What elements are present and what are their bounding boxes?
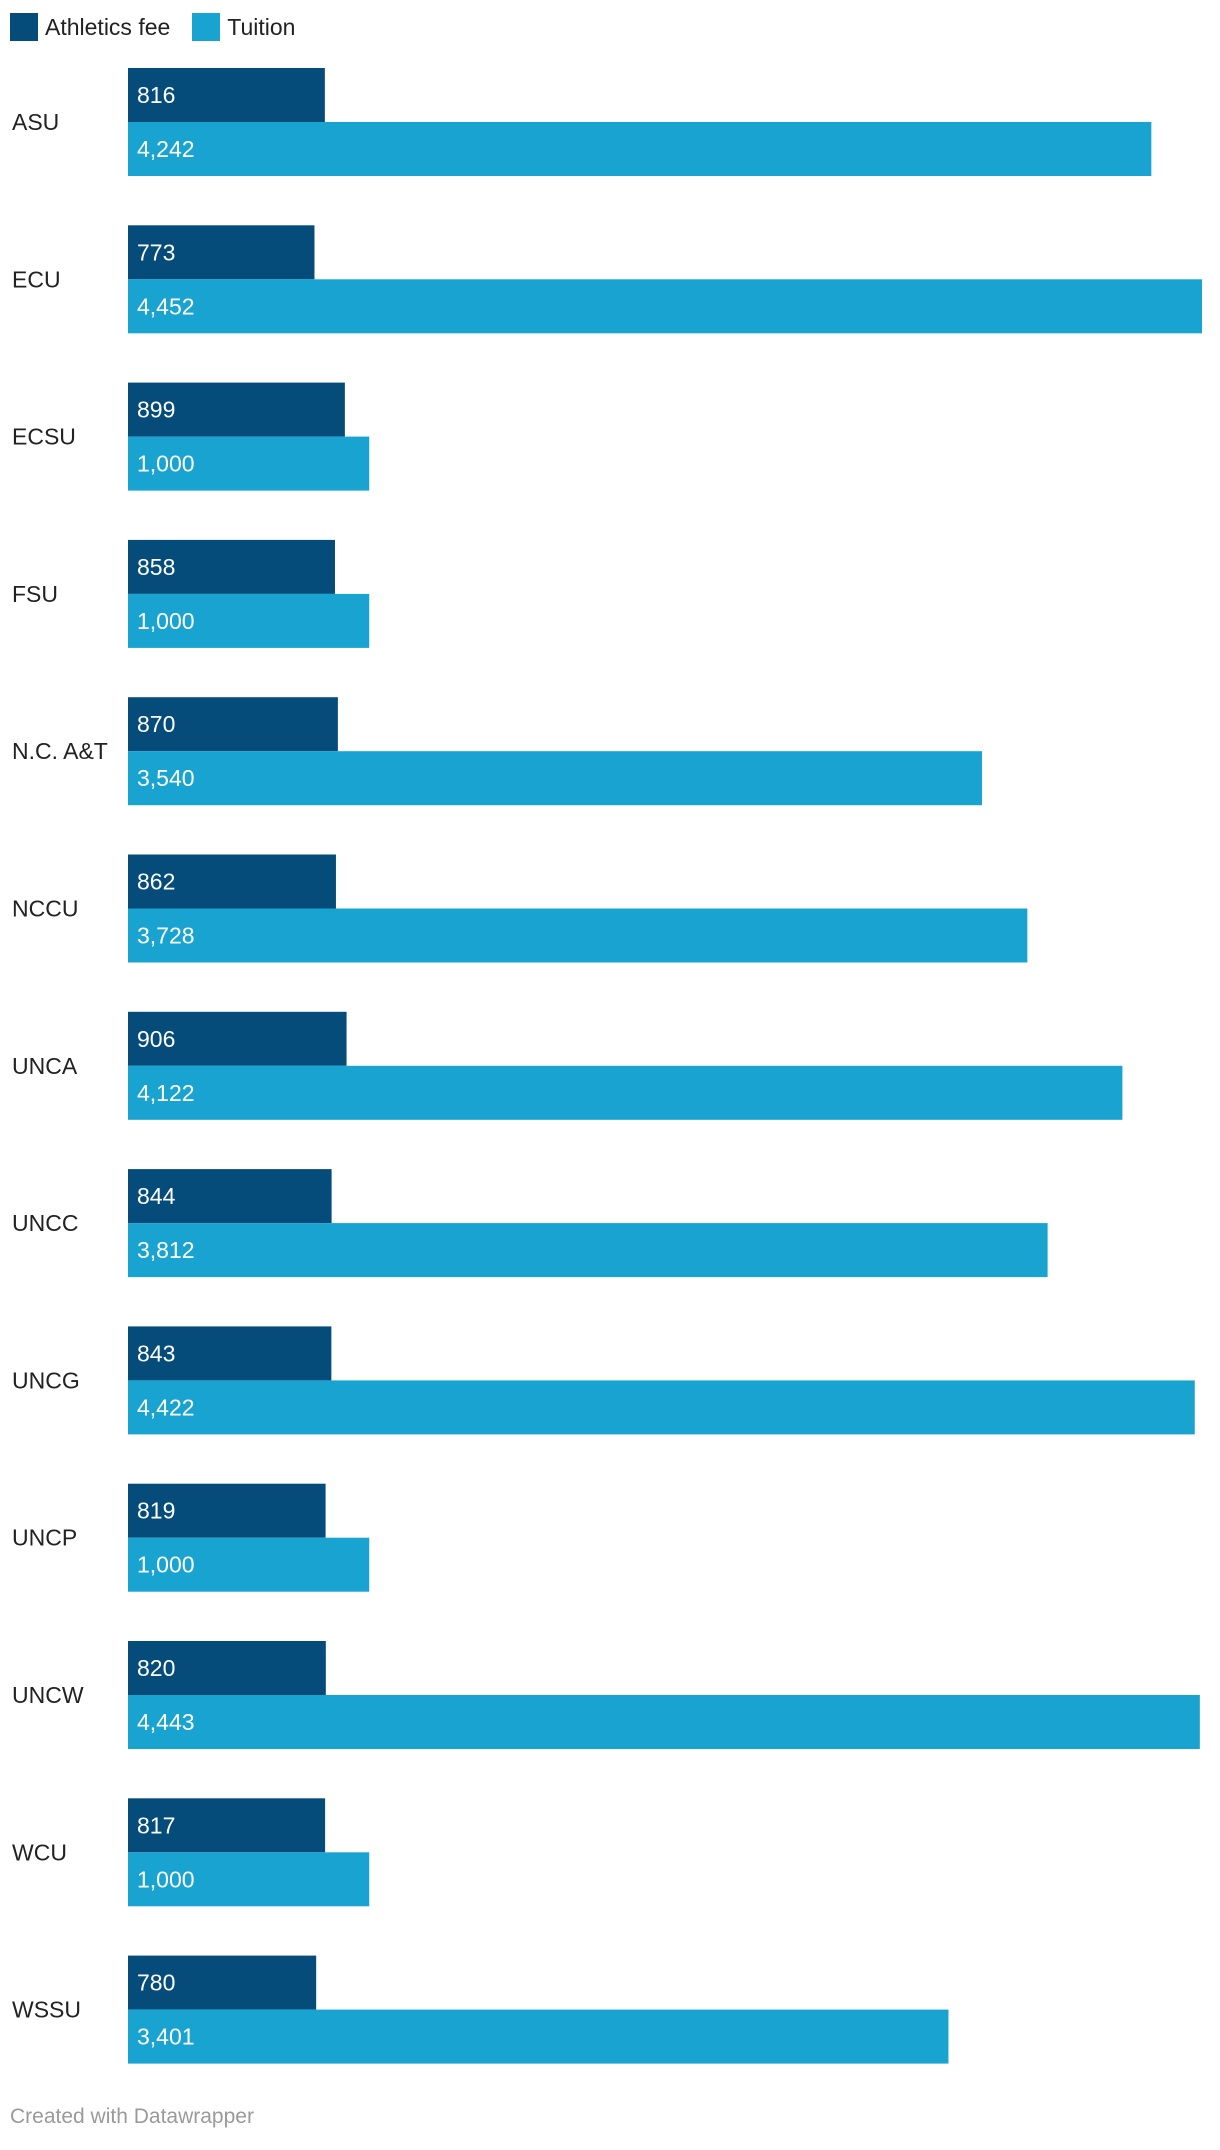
bar-athletics-fee-uncg [128, 1326, 332, 1381]
bar-athletics-fee-unca [128, 1011, 347, 1066]
bar-tuition-nccu [128, 908, 1028, 963]
bar-athletics-fee-wssu [128, 1955, 317, 2010]
legend-swatch-tuition [192, 13, 221, 41]
value-label-athletics-fee-uncw: 820 [137, 1655, 175, 1681]
legend-swatch-athletics-fee [10, 13, 38, 41]
value-label-tuition-uncc: 3,812 [137, 1237, 195, 1263]
legend-label-tuition: Tuition [227, 13, 296, 40]
bar-athletics-fee-nccu [128, 854, 336, 909]
value-label-athletics-fee-unca: 906 [137, 1026, 175, 1052]
bar-athletics-fee-wcu [128, 1798, 326, 1853]
value-label-tuition-n-c-a-t: 3,540 [137, 765, 195, 791]
value-label-tuition-wcu: 1,000 [137, 1866, 195, 1892]
value-label-athletics-fee-uncc: 844 [137, 1183, 176, 1209]
value-label-tuition-nccu: 3,728 [137, 923, 195, 949]
category-label-unca: UNCA [12, 1053, 78, 1079]
value-label-athletics-fee-uncp: 819 [137, 1498, 175, 1524]
category-label-asu: ASU [12, 109, 59, 135]
value-label-tuition-fsu: 1,000 [137, 608, 195, 634]
bar-athletics-fee-fsu [128, 539, 335, 594]
category-label-uncg: UNCG [12, 1367, 80, 1393]
bar-athletics-fee-asu [128, 68, 325, 122]
value-label-athletics-fee-uncg: 843 [137, 1340, 175, 1366]
category-label-uncw: UNCW [12, 1682, 84, 1708]
footer-credit: Created with Datawrapper [10, 2105, 254, 2128]
category-label-fsu: FSU [12, 581, 58, 607]
value-label-tuition-uncg: 4,422 [137, 1394, 195, 1420]
value-label-athletics-fee-wcu: 817 [137, 1812, 175, 1838]
legend-item-tuition: Tuition [192, 13, 295, 41]
bar-athletics-fee-uncp [128, 1483, 326, 1538]
bar-tuition-uncp [128, 1537, 370, 1592]
value-label-tuition-uncw: 4,443 [137, 1709, 195, 1735]
bar-athletics-fee-uncc [128, 1169, 332, 1224]
value-label-tuition-asu: 4,242 [137, 136, 195, 162]
value-label-athletics-fee-fsu: 858 [137, 554, 175, 580]
category-label-wssu: WSSU [12, 1997, 81, 2023]
bar-athletics-fee-uncw [128, 1641, 326, 1695]
bar-athletics-fee-ecsu [128, 382, 345, 437]
value-label-tuition-wssu: 3,401 [137, 2024, 195, 2050]
legend-item-athletics-fee: Athletics fee [10, 13, 170, 41]
value-label-tuition-ecu: 4,452 [137, 293, 195, 319]
value-label-athletics-fee-n-c-a-t: 870 [137, 711, 175, 737]
bar-athletics-fee-n-c-a-t [128, 697, 338, 752]
bar-tuition-asu [128, 122, 1152, 176]
bar-tuition-wcu [128, 1852, 370, 1907]
bar-tuition-uncc [128, 1223, 1048, 1278]
bar-tuition-fsu [128, 593, 370, 648]
value-label-tuition-unca: 4,122 [137, 1080, 195, 1106]
category-label-ecsu: ECSU [12, 424, 76, 450]
bar-tuition-ecsu [128, 436, 370, 491]
bar-tuition-unca [128, 1065, 1123, 1120]
value-label-athletics-fee-nccu: 862 [137, 869, 175, 895]
value-label-athletics-fee-asu: 816 [137, 82, 175, 108]
bar-tuition-n-c-a-t [128, 751, 982, 806]
category-label-uncc: UNCC [12, 1210, 78, 1236]
category-label-uncp: UNCP [12, 1525, 77, 1551]
bar-tuition-uncw [128, 1695, 1200, 1749]
legend-label-athletics-fee: Athletics fee [45, 13, 171, 40]
category-label-ecu: ECU [12, 266, 61, 292]
value-label-tuition-uncp: 1,000 [137, 1552, 195, 1578]
value-label-athletics-fee-wssu: 780 [137, 1970, 175, 1996]
bar-tuition-ecu [128, 279, 1202, 334]
category-label-wcu: WCU [12, 1839, 67, 1865]
bar-athletics-fee-ecu [128, 225, 315, 280]
category-label-n-c-a-t: N.C. A&T [12, 738, 108, 764]
bar-tuition-wssu [128, 2009, 949, 2064]
bar-tuition-uncg [128, 1380, 1195, 1435]
value-label-athletics-fee-ecu: 773 [137, 239, 175, 265]
category-label-nccu: NCCU [12, 896, 78, 922]
value-label-tuition-ecsu: 1,000 [137, 451, 195, 477]
chart-legend: Athletics fee Tuition [10, 10, 317, 44]
value-label-athletics-fee-ecsu: 899 [137, 397, 175, 423]
